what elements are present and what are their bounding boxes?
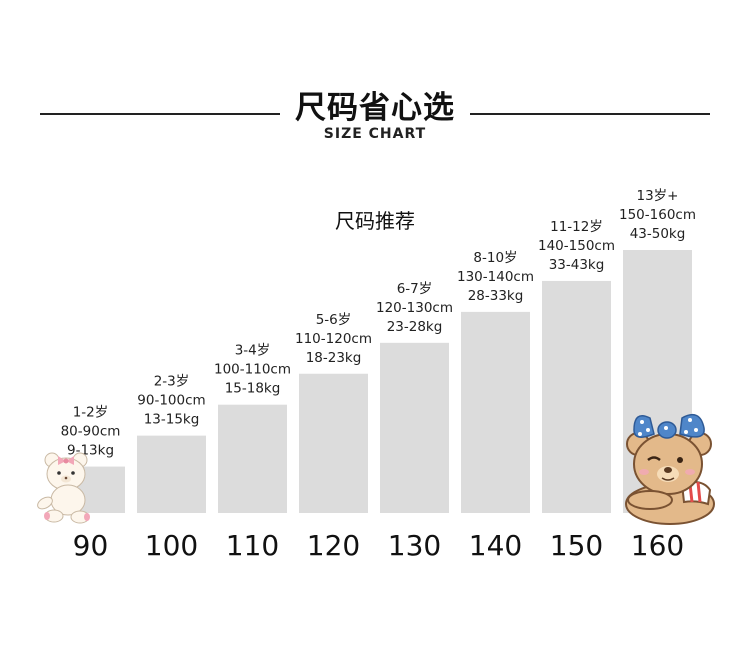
data-label-160-0: 13岁+ [637,188,679,204]
bar-150 [542,280,611,513]
data-label-120-1: 110-120cm [295,331,372,347]
bar-130 [380,342,449,513]
data-label-130-0: 6-7岁 [397,281,433,297]
title-rule-right [470,113,710,115]
ticks-group: 90 100 110 120 130 140 150 160 [73,529,685,562]
chart-title: 尺码省心选 [295,90,455,126]
tick-label-110: 110 [226,529,279,562]
chart-subtitle: SIZE CHART [323,126,427,142]
title-rule-left [40,113,280,115]
data-label-100-0: 2-3岁 [154,374,190,390]
tick-label-150: 150 [550,529,603,562]
data-label-130-2: 23-28kg [387,319,443,335]
bar-120 [299,373,368,513]
data-label-90-1: 80-90cm [61,424,121,440]
recommend-label: 尺码推荐 [335,209,415,233]
data-label-130-1: 120-130cm [376,300,453,316]
brown-teddy-bear-icon [625,413,715,525]
labels-group: 1-2岁80-90cm9-13kg2-3岁90-100cm13-15kg3-4岁… [61,188,696,459]
data-label-110-2: 15-18kg [225,381,281,397]
data-label-150-2: 33-43kg [549,257,605,273]
data-label-160-1: 150-160cm [619,207,696,223]
tick-label-90: 90 [73,529,109,562]
data-label-120-2: 18-23kg [306,350,362,366]
data-label-110-0: 3-4岁 [235,343,271,359]
tick-label-130: 130 [388,529,441,562]
tick-label-140: 140 [469,529,522,562]
tick-label-160: 160 [631,529,684,562]
tick-label-120: 120 [307,529,360,562]
data-label-140-1: 130-140cm [457,269,534,285]
white-teddy-bear-icon [37,452,90,524]
data-label-90-0: 1-2岁 [73,405,109,421]
data-label-120-0: 5-6岁 [316,312,352,328]
bar-100 [137,435,206,513]
bar-140 [461,311,530,513]
data-label-160-2: 43-50kg [630,226,686,242]
data-label-100-2: 13-15kg [144,412,200,428]
data-label-150-1: 140-150cm [538,238,615,254]
data-label-100-1: 90-100cm [137,393,205,409]
tick-label-100: 100 [145,529,198,562]
data-label-140-2: 28-33kg [468,288,524,304]
bars-group [56,250,692,513]
data-label-140-0: 8-10岁 [473,250,517,266]
data-label-110-1: 100-110cm [214,362,291,378]
data-label-150-0: 11-12岁 [550,219,603,235]
bar-110 [218,404,287,513]
